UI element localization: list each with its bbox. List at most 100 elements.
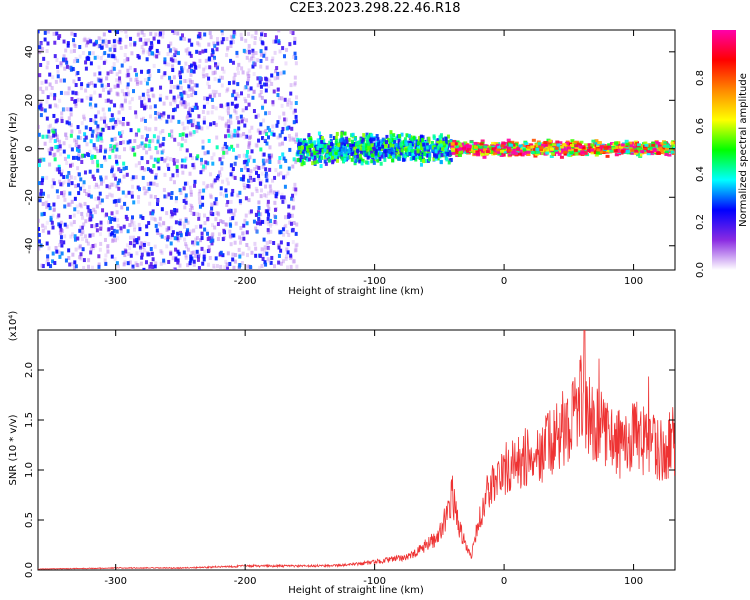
spectrogram-cell [131,147,135,152]
spectrogram-cell [125,56,129,61]
spectrogram-cell [179,146,183,151]
spectrogram-cell [235,103,239,108]
spectrogram-cell [439,140,443,145]
spectrogram-cell [47,129,51,134]
spectrogram-cell [221,37,225,42]
spectrogram-cell [377,139,381,144]
spectrogram-cell [228,229,232,234]
spectrogram-cell [659,150,664,154]
spectrogram-cell [261,158,265,163]
y-tick-label: 0.5 [24,512,35,528]
spectrogram-cell [599,145,604,149]
spectrogram-cell [400,144,404,149]
spectrogram-cell [614,145,619,149]
spectrogram-cell [220,83,224,88]
spectrogram-cell [657,144,662,148]
spectrogram-cell [601,149,606,153]
spectrogram-cell [193,179,197,184]
spectrogram-cell [136,53,140,58]
spectrogram-cell [211,70,215,75]
spectrogram-cell [404,148,408,153]
spectrogram-cell [207,138,211,143]
spectrogram-cell [150,45,154,50]
spectrogram-cell [489,149,494,153]
spectrogram-cell [182,250,186,255]
spectrogram-cell [268,155,272,160]
spectrogram-cell [89,61,93,66]
spectrogram-cell [182,66,186,71]
spectrogram-cell [274,35,278,40]
spectrogram-cell [220,75,224,80]
spectrogram-cell [74,143,78,148]
spectrogram-cell [265,77,269,82]
spectrogram-cell [172,97,176,102]
spectrogram-cell [69,163,73,168]
spectrogram-cell [571,152,576,156]
spectrogram-cell [219,219,223,224]
spectrogram-cell [134,133,138,138]
spectrogram-cell [290,196,294,201]
spectrogram-cell [92,42,96,47]
spectrogram-cell [566,146,571,150]
spectrogram-cell [134,163,138,168]
spectrogram-cell [671,143,675,147]
spectrogram-cell [113,217,117,222]
spectrogram-cell [265,56,269,61]
spectrogram-cell [313,155,317,160]
spectrogram-cell [132,243,136,248]
spectrogram-cell [99,220,103,225]
y-tick-label: 0 [24,146,35,152]
spectrogram-cell [122,224,126,229]
spectrogram-cell [561,149,566,153]
spectrogram-cell [554,150,559,154]
spectrogram-cell [368,148,372,153]
spectrogram-cell [180,96,184,101]
spectrogram-cell [152,94,156,99]
spectrogram-cell [555,140,560,144]
spectrogram-cell [237,154,241,159]
spectrogram-cell [199,170,203,175]
spectrogram-cell [96,184,100,189]
spectrogram-cell [232,80,236,85]
spectrogram-cell [266,245,270,250]
spectrogram-cell [169,195,173,200]
spectrogram-cell [391,138,395,143]
spectrogram-cell [647,148,652,152]
spectrogram-cell [179,85,183,90]
spectrogram-cell [48,206,52,211]
spectrogram-cell [88,208,92,213]
spectrogram-cell [171,68,175,73]
spectrogram-cell [439,159,443,164]
spectrogram-cell [245,230,249,235]
spectrogram-cell [130,241,134,246]
spectrogram-cell [114,122,118,127]
spectrogram-cell [302,145,306,150]
spectrogram-cell [411,140,415,145]
spectrogram-cell [190,205,194,210]
spectrogram-cell [379,161,383,166]
spectrogram-cell [245,264,249,269]
spectrogram-cell [160,150,164,155]
spectrogram-cell [105,245,109,250]
spectrogram-cell [431,147,435,152]
spectrogram-cell [39,189,43,194]
spectrogram-cell [263,220,267,225]
spectrogram-cell [209,238,213,243]
spectrogram-cell [192,118,196,123]
spectrogram-cell [388,138,392,143]
spectrogram-cell [43,30,47,35]
spectrogram-cell [121,122,125,127]
spectrogram-cell [353,161,357,166]
spectrogram-cell [162,258,166,263]
spectrogram-cell [210,97,214,102]
spectrogram-cell [82,38,86,43]
spectrogram-cell [216,37,220,42]
spectrogram-cell [256,76,260,81]
spectrogram-cell [537,142,542,146]
spectrogram-cell [100,42,104,47]
spectrogram-cell [573,148,578,152]
spectrogram-cell [96,55,100,60]
spectrogram-cell [144,260,148,265]
spectrogram-cell [38,198,42,203]
spectrogram-cell [113,257,117,262]
